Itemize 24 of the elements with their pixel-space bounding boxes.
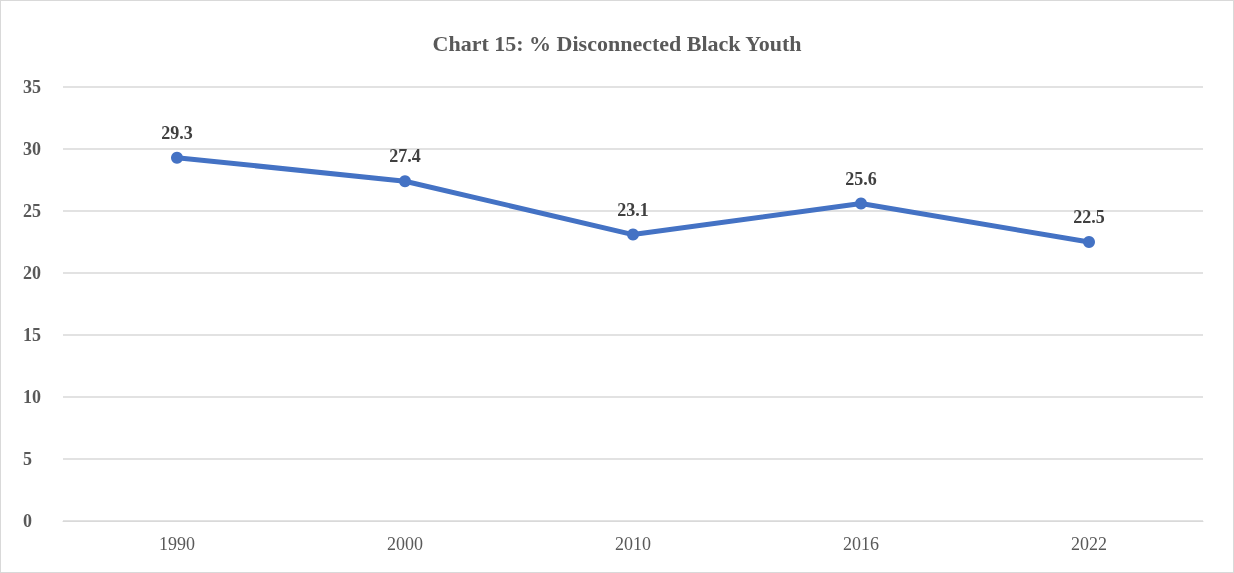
- x-tick-label: 2010: [615, 534, 651, 554]
- point: [1083, 236, 1095, 248]
- point: [855, 197, 867, 210]
- x-tick-label: 2022: [1071, 534, 1107, 554]
- data-label: 29.3: [161, 122, 193, 143]
- chart-title: Chart 15: % Disconnected Black Youth: [432, 30, 802, 56]
- data-label: 22.5: [1073, 207, 1105, 227]
- y-tick-label: 5: [23, 449, 32, 469]
- x-tick-label: 2016: [843, 534, 879, 554]
- y-tick-label: 10: [23, 387, 41, 407]
- data-label: 27.4: [389, 146, 421, 167]
- x-tick-label: 1990: [159, 534, 195, 554]
- data-label: 25.6: [845, 168, 877, 189]
- y-tick-label: 0: [23, 511, 32, 531]
- y-tick-label: 25: [23, 201, 41, 221]
- data-label: 23.1: [617, 199, 649, 220]
- point: [627, 228, 639, 241]
- point: [171, 151, 183, 164]
- y-tick-label: 15: [23, 325, 41, 345]
- point: [399, 175, 411, 188]
- y-tick-label: 20: [23, 263, 41, 283]
- y-tick-label: 30: [23, 139, 41, 159]
- y-tick-label: 35: [23, 77, 41, 97]
- x-tick-label: 2000: [387, 534, 423, 554]
